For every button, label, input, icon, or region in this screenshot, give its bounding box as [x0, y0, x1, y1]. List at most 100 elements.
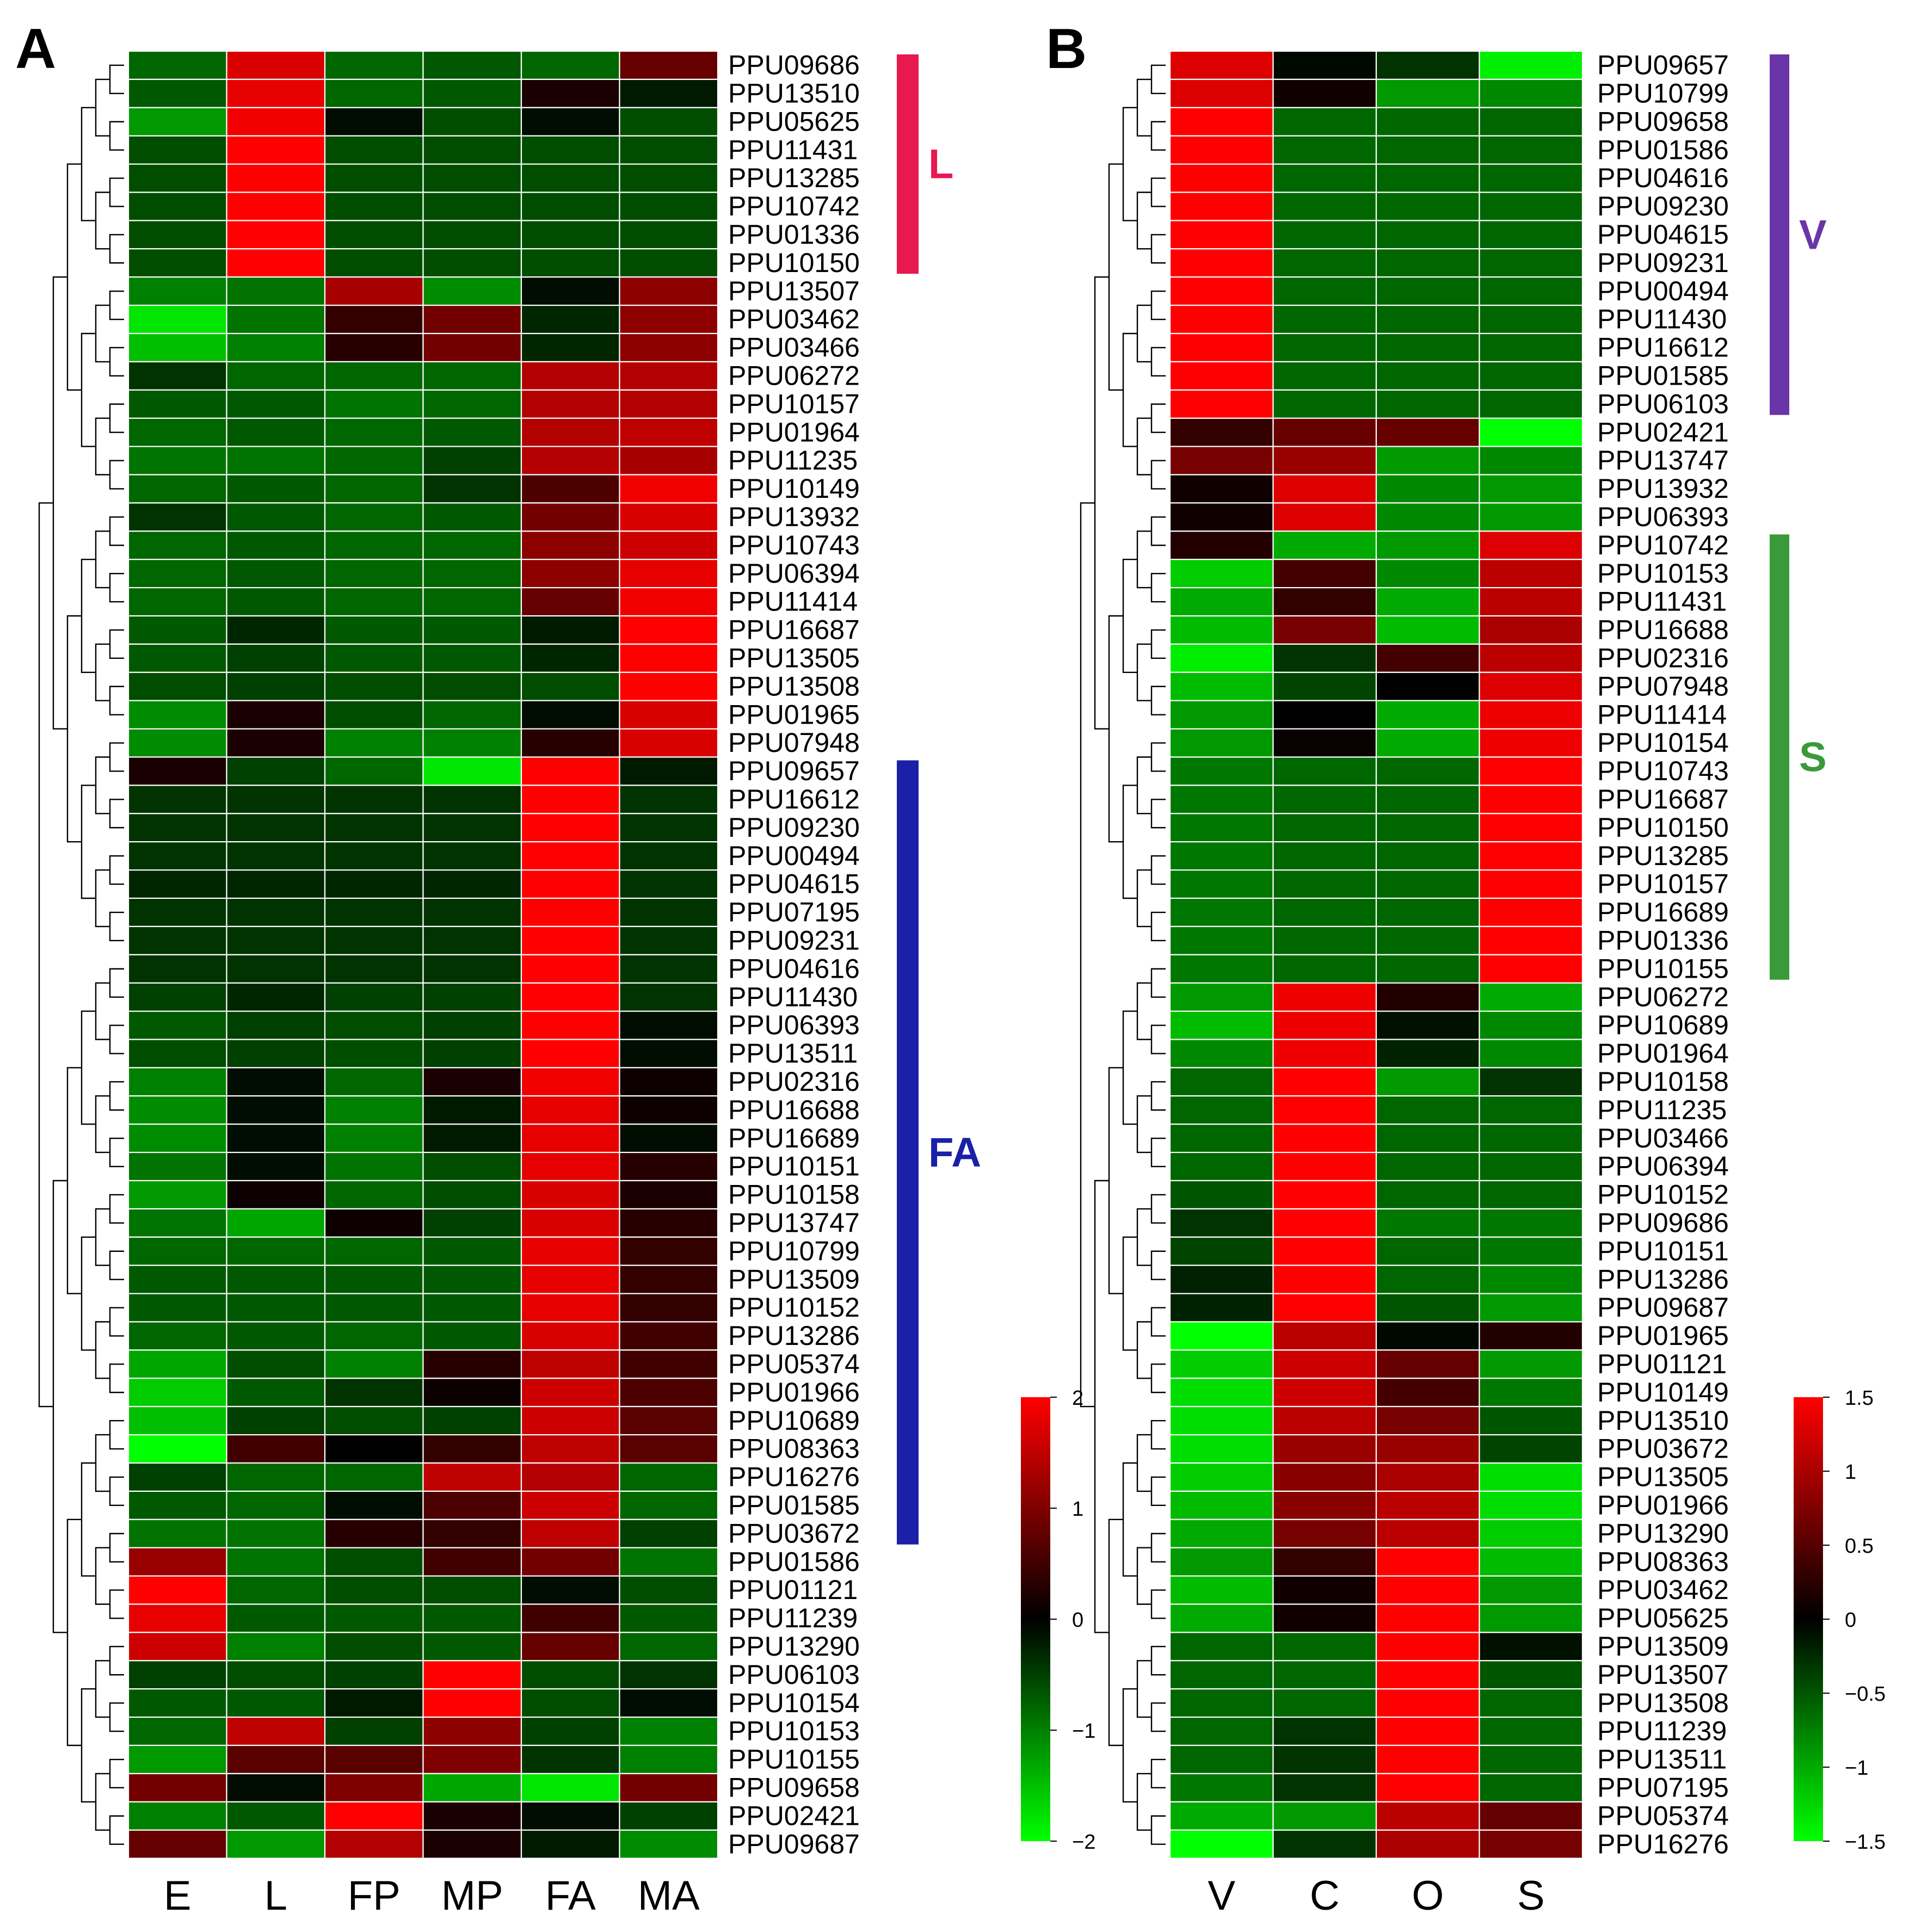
panel-a-cell: [324, 248, 424, 278]
panel-b-cell: [1272, 1293, 1377, 1323]
panel-a-cell: [422, 1575, 522, 1605]
panel-b-cell: [1272, 502, 1377, 532]
panel-a-cell: [127, 897, 227, 928]
panel-b-cell: [1272, 192, 1377, 221]
panel-a-cell: [226, 1773, 326, 1803]
panel-b-cell: [1375, 1236, 1480, 1266]
panel-b-cell: [1375, 530, 1480, 560]
panel-a-cell: [226, 474, 326, 504]
panel-b-dendrogram-branch: [1150, 629, 1166, 659]
panel-b-cell: [1479, 1152, 1584, 1182]
panel-a-dendrogram-branch: [109, 234, 124, 264]
panel-b-cell: [1169, 1717, 1274, 1746]
panel-a-cell: [127, 107, 227, 137]
panel-b-dendrogram-branch: [1150, 177, 1166, 207]
panel-a-row-label: PPU01964: [728, 417, 860, 447]
panel-b-cell: [1479, 163, 1584, 193]
panel-b-dendrogram-branch: [1150, 290, 1166, 320]
panel-a-cell: [324, 1321, 424, 1351]
panel-b-cell: [1375, 1039, 1480, 1069]
panel-a-cell: [127, 728, 227, 758]
panel-a-cell: [127, 559, 227, 589]
panel-b-cell: [1272, 78, 1377, 108]
panel-b-cell: [1169, 841, 1274, 871]
panel-b-cell: [1272, 530, 1377, 560]
panel-b-dendrogram-branch: [1150, 1250, 1166, 1280]
panel-a-cell: [324, 1095, 424, 1125]
panel-b-cell: [1375, 1406, 1480, 1436]
panel-a-dendrogram-branch: [95, 1434, 110, 1492]
panel-b-cell: [1375, 1349, 1480, 1379]
panel-a-cell: [520, 530, 620, 560]
panel-b-legend-tick-label: −0.5: [1845, 1683, 1886, 1706]
panel-a-row-label: PPU11430: [728, 982, 858, 1012]
panel-a-cell: [619, 446, 719, 476]
panel-a-cell: [324, 587, 424, 617]
panel-a-cell: [226, 587, 326, 617]
panel-a-cell: [619, 389, 719, 419]
panel-a-cell: [520, 1462, 620, 1492]
panel-b-row-label: PPU04615: [1597, 219, 1729, 250]
panel-a-cell: [619, 276, 719, 306]
panel-b-row-label: PPU10151: [1597, 1236, 1729, 1266]
panel-a-cell: [324, 1801, 424, 1831]
panel-a-cell: [127, 1321, 227, 1351]
panel-a-cell: [520, 474, 620, 504]
panel-a-cell: [619, 1124, 719, 1153]
panel-a-row-label: PPU13511: [728, 1038, 858, 1069]
panel-a-cell: [226, 559, 326, 589]
panel-a-cell: [324, 361, 424, 391]
panel-a-cell: [619, 1744, 719, 1775]
panel-b-row-label: PPU05625: [1597, 1603, 1729, 1633]
panel-a-cell: [422, 276, 522, 306]
panel-b-cell: [1375, 163, 1480, 193]
panel-b-cell: [1375, 559, 1480, 589]
panel-a-row-label: PPU11414: [728, 587, 858, 617]
panel-a-cell: [127, 304, 227, 335]
panel-b-dendrogram-branch: [1150, 911, 1166, 942]
panel-a-dendrogram-branch: [109, 1646, 124, 1676]
panel-a-cell: [324, 530, 424, 560]
panel-b-cell: [1375, 1462, 1480, 1492]
panel-a-row-label: PPU09230: [728, 812, 860, 843]
panel-a-row-label: PPU03466: [728, 332, 860, 363]
panel-a-column-label: FP: [348, 1873, 401, 1919]
panel-a-legend-tick-label: −1: [1072, 1720, 1095, 1743]
panel-b-cell: [1272, 700, 1377, 730]
panel-a-row-label: PPU00494: [728, 841, 860, 871]
panel-a-cell: [422, 1829, 522, 1859]
panel-a-row-label: PPU13932: [728, 502, 860, 532]
panel-a-cell: [226, 1095, 326, 1125]
panel-a-cell: [619, 417, 719, 447]
panel-a-cell: [127, 530, 227, 560]
panel-b-row-label: PPU10157: [1597, 869, 1729, 899]
panel-a-cell: [520, 587, 620, 617]
panel-b-cell: [1479, 446, 1584, 476]
panel-a-cell: [422, 954, 522, 984]
panel-a-row-label: PPU10151: [728, 1151, 860, 1182]
panel-a-cell: [619, 248, 719, 278]
panel-b-cluster-label: S: [1799, 734, 1827, 781]
panel-b-cell: [1479, 1180, 1584, 1210]
panel-b-cell: [1272, 671, 1377, 701]
panel-a-cell: [520, 163, 620, 193]
panel-b-cell: [1375, 813, 1480, 843]
panel-a-cell: [226, 897, 326, 928]
panel-b-row-label: PPU03462: [1597, 1575, 1729, 1605]
panel-b-cell: [1375, 671, 1480, 701]
panel-b-cell: [1479, 756, 1584, 786]
panel-a-cell: [127, 1293, 227, 1323]
panel-a-cell: [324, 1744, 424, 1775]
panel-b-cell: [1375, 1434, 1480, 1464]
panel-a-cell: [127, 361, 227, 391]
panel-a-cell: [422, 813, 522, 843]
panel-a-cell: [422, 417, 522, 447]
panel-b-cell: [1169, 1152, 1274, 1182]
panel-a-cell: [127, 925, 227, 955]
panel-b-cell: [1375, 248, 1480, 278]
panel-b-row-label: PPU09687: [1597, 1292, 1729, 1323]
panel-b-dendrogram-branch: [1136, 1547, 1151, 1605]
panel-a-cell: [422, 1632, 522, 1662]
panel-a-cell: [226, 1632, 326, 1662]
panel-b-dendrogram-branch: [1136, 869, 1151, 928]
